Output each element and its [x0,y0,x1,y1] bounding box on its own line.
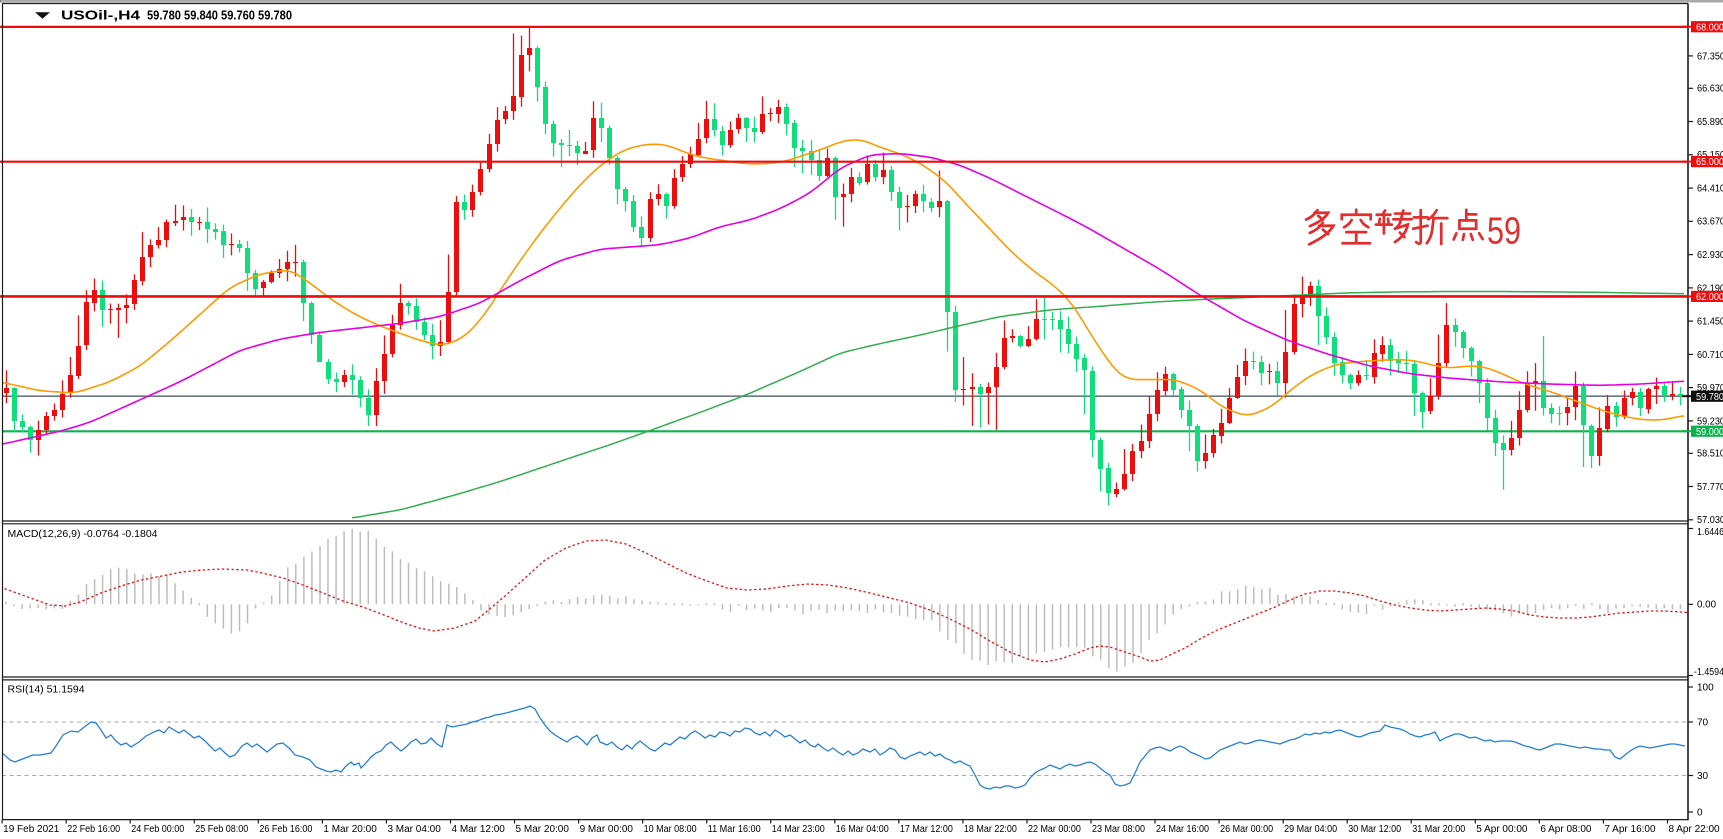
svg-text:USOil-,H4: USOil-,H4 [61,8,141,23]
svg-text:60.710: 60.710 [1697,350,1723,361]
svg-text:4 Mar 12:00: 4 Mar 12:00 [452,824,506,835]
svg-text:29 Mar 04:00: 29 Mar 04:00 [1284,824,1337,835]
svg-text:3 Mar 04:00: 3 Mar 04:00 [387,824,441,835]
svg-text:59.000: 59.000 [1696,427,1723,438]
svg-text:8 Apr 22:00: 8 Apr 22:00 [1668,824,1720,835]
svg-text:58.510: 58.510 [1697,449,1723,460]
svg-text:61.450: 61.450 [1697,317,1723,328]
svg-text:19 Feb 2021: 19 Feb 2021 [3,824,60,835]
svg-text:18 Mar 22:00: 18 Mar 22:00 [964,824,1017,835]
svg-text:-1.4594: -1.4594 [1694,667,1723,678]
svg-text:22 Feb 16:00: 22 Feb 16:00 [67,824,120,835]
svg-text:70: 70 [1697,717,1709,728]
svg-text:24 Feb 00:00: 24 Feb 00:00 [131,824,184,835]
svg-text:26 Mar 00:00: 26 Mar 00:00 [1220,824,1273,835]
svg-text:59.970: 59.970 [1697,383,1723,394]
svg-text:0.00: 0.00 [1697,600,1716,611]
svg-text:5 Mar 20:00: 5 Mar 20:00 [516,824,570,835]
svg-text:65.890: 65.890 [1697,117,1723,128]
svg-text:63.670: 63.670 [1697,217,1723,228]
svg-text:66.630: 66.630 [1697,84,1723,95]
svg-text:62.190: 62.190 [1697,283,1723,294]
svg-text:11 Mar 16:00: 11 Mar 16:00 [708,824,761,835]
svg-text:65.000: 65.000 [1696,157,1723,168]
svg-text:17 Mar 12:00: 17 Mar 12:00 [900,824,953,835]
svg-text:57.030: 57.030 [1697,515,1723,526]
svg-text:59.230: 59.230 [1697,416,1723,427]
svg-text:100: 100 [1697,682,1714,693]
svg-text:25 Feb 08:00: 25 Feb 08:00 [195,824,248,835]
svg-text:1 Mar 20:00: 1 Mar 20:00 [323,824,377,835]
svg-text:22 Mar 00:00: 22 Mar 00:00 [1028,824,1081,835]
svg-text:30 Mar 12:00: 30 Mar 12:00 [1348,824,1401,835]
svg-text:26 Feb 16:00: 26 Feb 16:00 [259,824,312,835]
svg-text:9 Mar 00:00: 9 Mar 00:00 [580,824,634,835]
svg-text:59.780 59.840 59.760 59.780: 59.780 59.840 59.760 59.780 [147,9,292,23]
svg-text:62.000: 62.000 [1696,292,1723,303]
svg-text:RSI(14) 51.1594: RSI(14) 51.1594 [8,684,85,696]
svg-text:57.770: 57.770 [1697,482,1723,493]
svg-text:64.410: 64.410 [1697,183,1723,194]
svg-text:31 Mar 20:00: 31 Mar 20:00 [1412,824,1465,835]
svg-text:67.350: 67.350 [1697,51,1723,62]
svg-text:0: 0 [1697,807,1703,818]
svg-text:14 Mar 23:00: 14 Mar 23:00 [772,824,825,835]
svg-text:59.780: 59.780 [1696,392,1723,403]
svg-text:30: 30 [1697,771,1709,782]
svg-text:7 Apr 16:00: 7 Apr 16:00 [1604,824,1656,835]
svg-text:10 Mar 08:00: 10 Mar 08:00 [644,824,697,835]
svg-text:6 Apr 08:00: 6 Apr 08:00 [1540,824,1592,835]
svg-text:59: 59 [1487,211,1521,253]
svg-text:MACD(12,26,9) -0.0764 -0.1804: MACD(12,26,9) -0.0764 -0.1804 [8,528,158,540]
svg-text:1.6446: 1.6446 [1697,527,1723,538]
svg-text:68.000: 68.000 [1696,22,1723,33]
svg-text:24 Mar 16:00: 24 Mar 16:00 [1156,824,1209,835]
svg-text:62.930: 62.930 [1697,250,1723,261]
svg-text:16 Mar 04:00: 16 Mar 04:00 [836,824,889,835]
svg-text:23 Mar 08:00: 23 Mar 08:00 [1092,824,1145,835]
svg-text:65.150: 65.150 [1697,150,1723,161]
svg-text:5 Apr 00:00: 5 Apr 00:00 [1476,824,1528,835]
